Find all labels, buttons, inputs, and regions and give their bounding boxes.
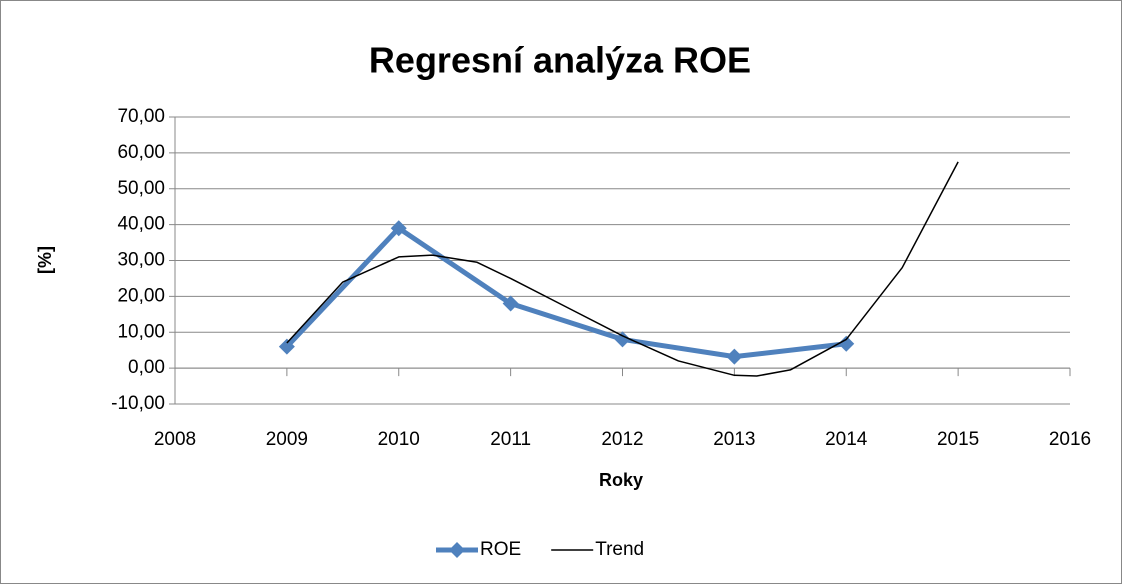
legend-label: ROE bbox=[480, 539, 521, 560]
y-tick-label: 60,00 bbox=[117, 142, 165, 163]
x-tick-label: 2015 bbox=[937, 429, 979, 450]
x-tick-label: 2008 bbox=[154, 429, 196, 450]
x-tick-label: 2011 bbox=[490, 429, 531, 450]
legend-marker bbox=[449, 542, 465, 558]
x-tick-label: 2014 bbox=[825, 429, 868, 450]
marker bbox=[838, 335, 855, 352]
x-axis-label: Roky bbox=[599, 470, 643, 490]
y-tick-label: 40,00 bbox=[117, 214, 165, 235]
legend-label: Trend bbox=[595, 539, 644, 560]
x-tick-label: 2013 bbox=[713, 429, 755, 450]
marker bbox=[502, 295, 519, 312]
x-tick-label: 2016 bbox=[1049, 429, 1091, 450]
y-tick-label: 30,00 bbox=[117, 250, 165, 271]
marker bbox=[278, 338, 295, 355]
x-tick-label: 2010 bbox=[378, 429, 420, 450]
y-tick-label: 70,00 bbox=[117, 106, 165, 127]
x-tick-label: 2009 bbox=[266, 429, 308, 450]
y-axis-label: [%] bbox=[35, 246, 55, 274]
y-tick-label: 0,00 bbox=[128, 357, 165, 378]
marker bbox=[726, 348, 743, 365]
chart-title: Regresní analýza ROE bbox=[369, 40, 751, 81]
x-tick-label: 2012 bbox=[601, 429, 643, 450]
y-tick-label: 50,00 bbox=[117, 178, 165, 199]
series-line bbox=[286, 161, 959, 377]
y-tick-label: 10,00 bbox=[117, 321, 165, 342]
marker bbox=[614, 331, 631, 348]
marker bbox=[390, 220, 407, 237]
y-tick-label: -10,00 bbox=[111, 393, 165, 414]
y-tick-label: 20,00 bbox=[117, 285, 165, 306]
series-line bbox=[285, 225, 847, 360]
